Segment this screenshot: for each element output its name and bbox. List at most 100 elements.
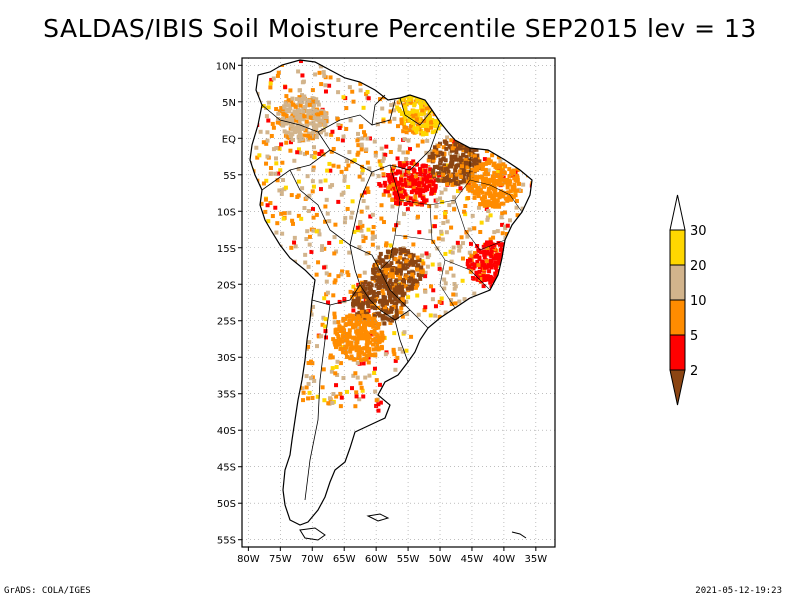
moisture-cell [450,146,455,151]
moisture-cell [361,234,366,239]
moisture-cell [538,181,542,185]
moisture-cell [425,122,430,127]
moisture-cell [366,291,371,296]
moisture-cell [489,114,494,119]
moisture-cell [359,358,364,363]
moisture-cell [463,212,468,217]
moisture-cell [465,262,470,267]
moisture-cell [362,294,367,299]
moisture-cell [417,68,422,73]
moisture-cell [491,334,496,339]
moisture-cell [440,237,445,242]
moisture-cell [510,330,515,335]
moisture-cell [379,344,384,349]
moisture-cell [470,341,475,346]
moisture-cell [493,204,498,209]
moisture-cell [433,95,438,100]
moisture-cell [481,354,486,359]
moisture-cell [393,380,398,385]
moisture-cell [488,177,493,182]
moisture-cell [381,119,386,124]
moisture-cell [502,269,507,274]
moisture-cell [495,260,500,265]
moisture-cell [496,203,501,208]
moisture-cell [458,180,463,185]
moisture-cell [373,337,378,342]
moisture-cell [527,236,532,241]
moisture-cell [369,290,374,295]
moisture-cell [525,347,530,352]
moisture-cell [460,138,465,143]
moisture-cell [344,106,349,111]
moisture-cell [274,107,279,112]
moisture-cell [418,188,423,193]
moisture-cell [426,158,431,163]
moisture-cell [505,269,510,274]
moisture-cell [442,139,447,144]
moisture-cell [485,300,490,305]
moisture-cell [390,197,395,202]
moisture-cell [427,183,432,188]
moisture-cell [475,260,480,265]
moisture-cell [335,331,340,336]
moisture-cell [500,222,505,227]
moisture-cell [480,119,485,124]
moisture-cell [495,229,500,234]
moisture-cell [365,89,370,94]
moisture-cell [306,361,311,366]
moisture-cell [492,183,497,188]
moisture-cell [393,406,398,411]
moisture-cell [452,286,457,291]
moisture-cell [474,147,479,152]
moisture-cell [459,174,464,179]
moisture-cell [456,153,461,158]
moisture-cell [513,291,518,296]
moisture-cell [363,336,368,341]
moisture-cell [503,254,508,259]
moisture-cell [408,183,413,188]
moisture-cell [511,346,516,351]
moisture-cell [355,360,360,365]
moisture-cell [486,134,491,139]
moisture-cell [505,154,510,159]
moisture-cell [274,348,279,353]
moisture-cell [288,140,293,145]
moisture-cell [405,312,410,317]
moisture-cell [465,234,470,239]
moisture-cell [311,215,316,220]
moisture-cell [353,404,358,409]
moisture-cell [512,267,517,272]
moisture-cell [335,137,340,142]
moisture-cell [485,307,490,312]
moisture-cell [411,121,416,126]
moisture-cell [461,333,466,338]
moisture-cell [397,181,402,186]
moisture-cell [482,255,487,260]
moisture-cell [353,287,358,292]
moisture-cell [366,298,371,303]
moisture-cell [488,213,493,218]
moisture-cell [367,373,372,378]
moisture-cell [429,125,434,130]
moisture-cell [355,225,360,230]
moisture-cell [439,112,444,117]
moisture-cell [374,266,379,271]
moisture-cell [358,346,363,351]
moisture-cell [459,129,464,134]
moisture-cell [540,143,544,147]
legend-label: 30 [690,224,707,239]
moisture-cell [363,329,368,334]
moisture-cell [477,269,482,274]
moisture-cell [398,195,403,200]
moisture-cell [276,171,281,176]
moisture-cell [440,200,445,205]
moisture-cell [504,279,509,284]
moisture-cell [513,250,518,255]
moisture-cell [542,96,546,100]
moisture-cell [438,158,443,163]
moisture-cell [473,326,478,331]
moisture-cell [506,304,511,309]
moisture-cell [419,392,424,397]
moisture-cell [416,312,421,317]
moisture-cell [412,283,417,288]
